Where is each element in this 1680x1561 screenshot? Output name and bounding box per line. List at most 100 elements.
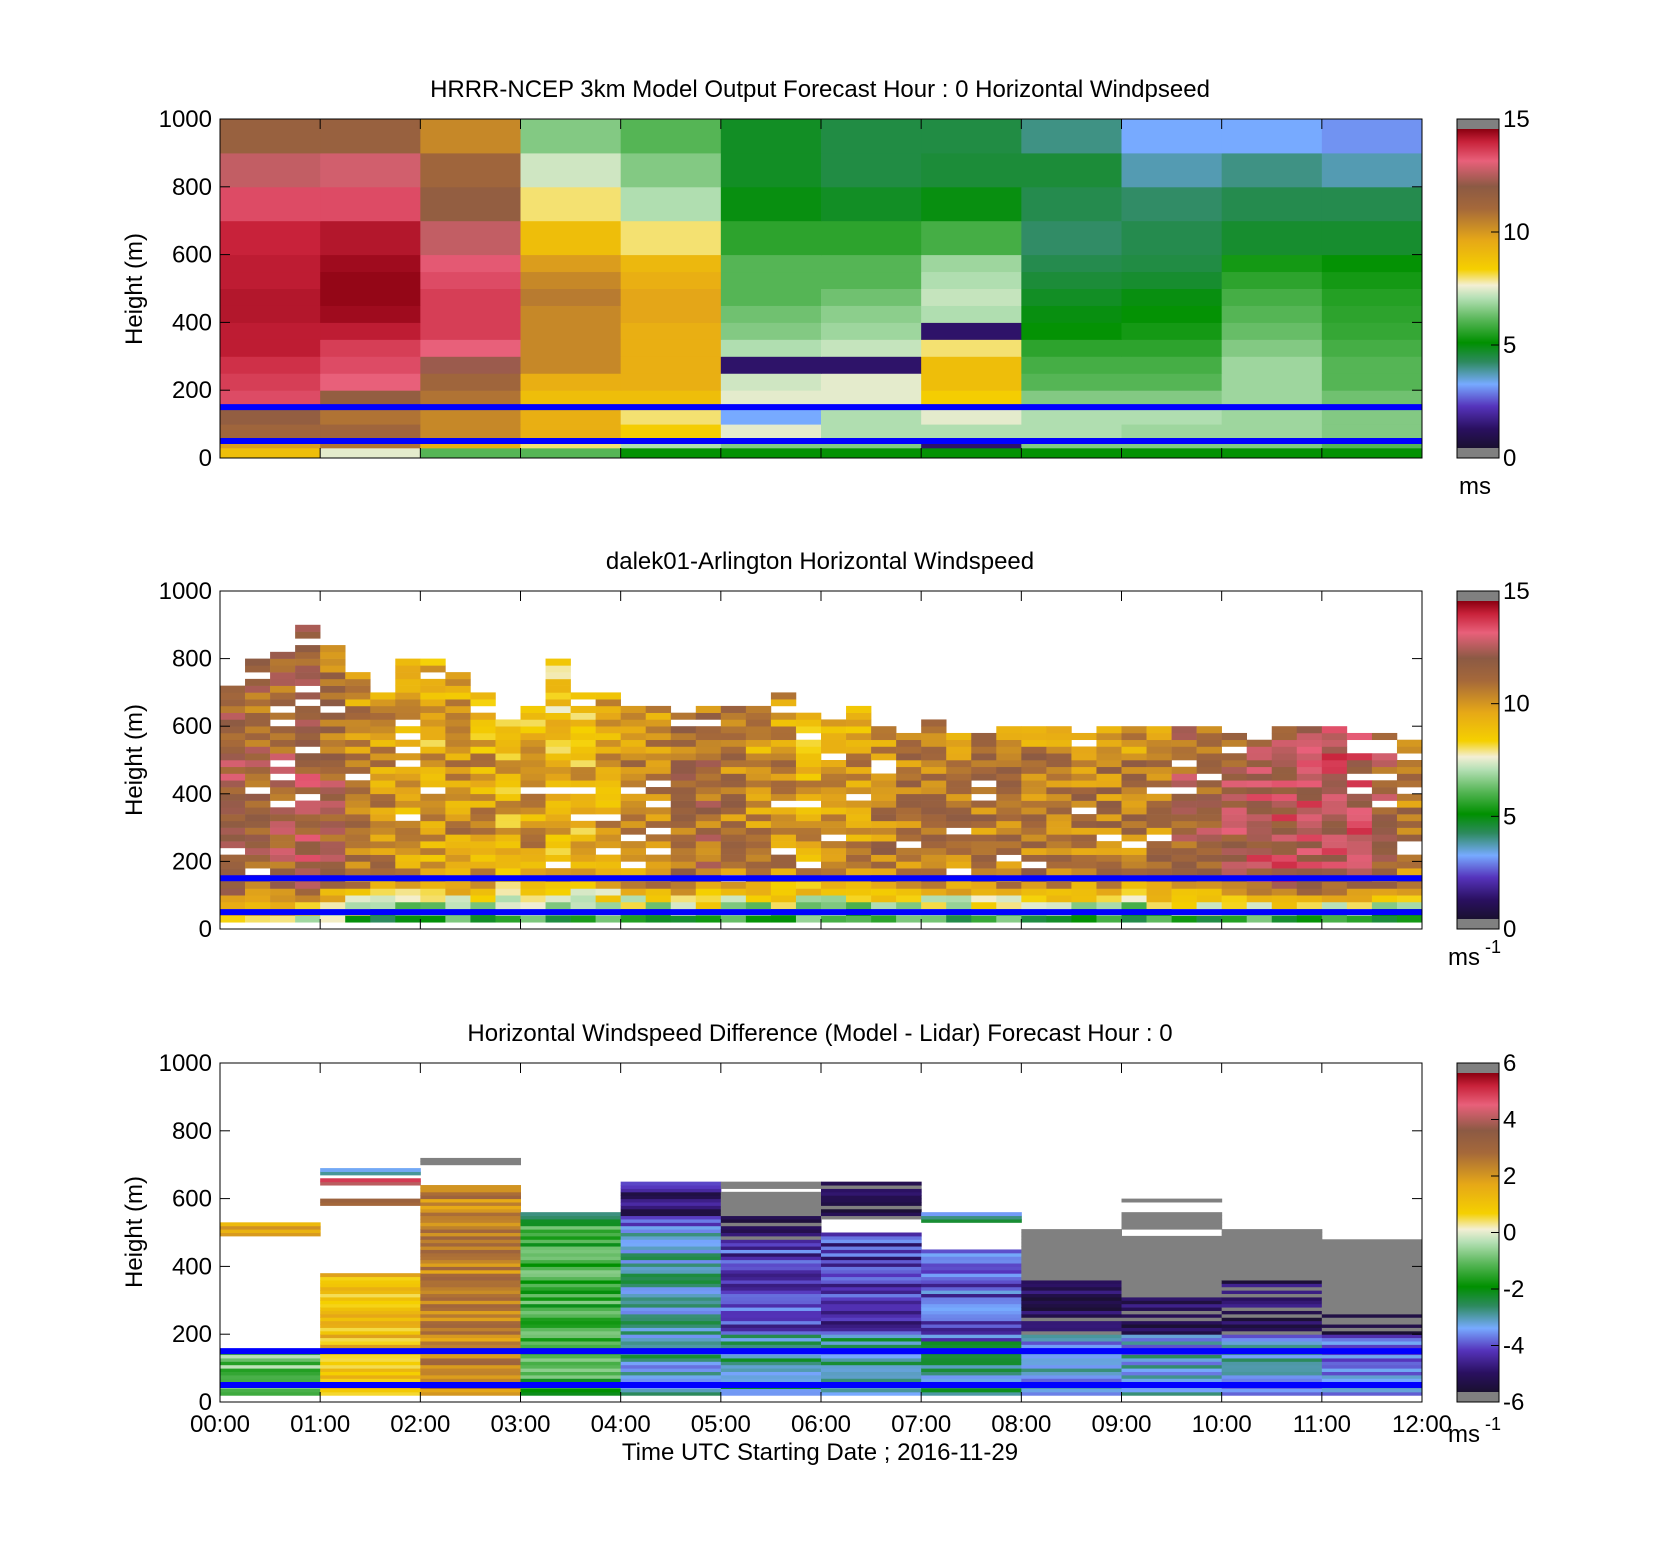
lidar-cell [921,787,947,795]
lidar-cell [1296,800,1323,808]
lidar-cell [370,692,396,700]
colorbar-frame [1456,118,1500,459]
lidar-cell [1271,800,1298,808]
lidar-cell [1096,800,1122,808]
lidar-cell [545,881,571,889]
lidar-cell [720,766,747,774]
model-cell [520,390,622,408]
lidar-cell [695,841,722,849]
lidar-cell [1071,901,1097,910]
difference-cell [1221,1296,1323,1301]
difference-cell [520,1364,622,1369]
difference-cell [1221,1368,1323,1372]
lidar-cell [770,699,797,707]
lidar-cell [470,719,496,727]
difference-cell [620,1229,722,1233]
lidar-cell [295,807,321,815]
lidar-cell [245,678,271,686]
difference-cell [720,1286,822,1291]
lidar-cell [1046,888,1072,896]
lidar-cell [1321,888,1348,896]
lidar-cell [645,760,672,768]
lidar-cell [896,773,922,781]
lidar-cell [420,726,446,734]
lidar-cell [470,732,496,741]
lidar-cell [1296,726,1323,734]
difference-cell [720,1252,822,1257]
y-tick-label: 1000 [159,1050,212,1077]
lidar-cell [1346,760,1373,768]
lidar-cell [871,820,897,828]
model-cell [1121,339,1223,357]
lidar-cell [395,868,421,876]
lidar-cell [220,746,246,754]
lidar-cell [295,645,321,653]
lidar-cell [745,705,772,713]
difference-cell [620,1191,722,1196]
difference-cell [921,1313,1022,1318]
lidar-cell [345,712,371,720]
difference-cell [420,1307,521,1311]
difference-cell [1221,1266,1323,1271]
lidar-cell [270,739,296,747]
difference-cell [1221,1320,1323,1325]
difference-cell [720,1330,822,1335]
lidar-cell [370,820,396,828]
model-cell [1321,119,1423,154]
colorbar-unit-exponent: -1 [1485,937,1501,957]
model-cell [620,220,722,256]
model-cell [520,152,622,188]
lidar-cell [1096,827,1122,835]
lidar-cell [445,766,471,774]
model-cell [620,305,722,323]
lidar-cell [1146,861,1172,869]
lidar-cell [1096,739,1122,747]
lidar-cell [1121,888,1147,896]
lidar-cell [1346,807,1373,815]
y-tick-label: 0 [199,916,212,943]
lidar-cell [1071,834,1097,842]
lidar-cell [1246,807,1273,815]
lidar-cell [946,732,972,741]
lidar-cell [1271,854,1298,862]
lidar-cell [1271,780,1298,788]
lidar-cell [745,760,772,768]
difference-cell [1021,1273,1122,1278]
lidar-cell [670,901,697,910]
lidar-cell [520,780,546,788]
lidar-cell [695,732,722,741]
lidar-cell [1121,901,1147,910]
difference-cell [420,1357,521,1362]
difference-cell [821,1310,922,1315]
difference-cell [420,1324,521,1328]
difference-cell [1121,1218,1223,1223]
lidar-cell [1271,847,1298,855]
difference-cell [620,1185,722,1189]
y-tick-label: 800 [172,174,212,201]
lidar-cell [220,739,246,747]
lidar-cell [1071,881,1097,889]
lidar-cell [295,861,321,869]
lidar-cell [921,881,947,889]
lidar-cell [520,760,546,768]
difference-cell [1021,1361,1122,1366]
lidar-cell [245,820,271,828]
difference-cell [1221,1293,1323,1298]
model-cell [821,447,922,459]
lidar-cell [1146,773,1172,781]
model-cell [420,407,521,425]
lidar-cell [570,726,596,734]
difference-cell [1121,1307,1223,1311]
difference-cell [1121,1256,1223,1261]
lidar-cell [821,807,847,815]
difference-cell [1321,1303,1423,1308]
lidar-cell [745,854,772,862]
difference-cell [1021,1286,1122,1291]
lidar-cell [470,726,496,734]
difference-cell [921,1310,1022,1315]
difference-cell [921,1269,1022,1274]
lidar-cell [1296,766,1323,774]
lidar-cell [896,820,922,828]
difference-cell [420,1388,521,1393]
